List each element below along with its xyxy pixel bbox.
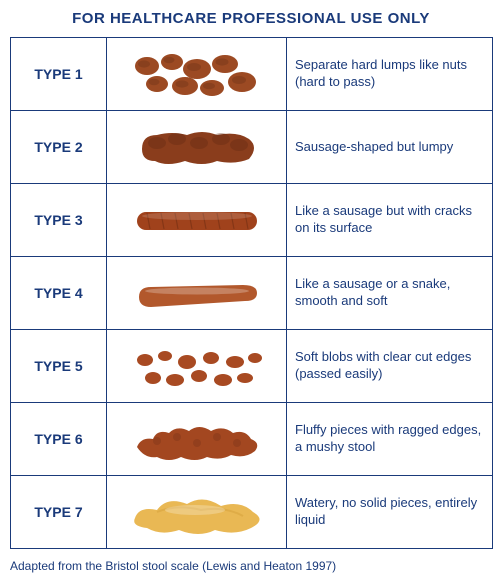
table-row: TYPE 2 Sausage-shaped but lumpy (11, 111, 493, 184)
illustration-mushy (117, 409, 277, 469)
description: Like a sausage but with cracks on its su… (287, 184, 493, 257)
type-label: TYPE 4 (11, 257, 107, 330)
illustration-cell (107, 330, 287, 403)
citation-footer: Adapted from the Bristol stool scale (Le… (10, 559, 492, 573)
illustration-cell (107, 403, 287, 476)
description: Sausage-shaped but lumpy (287, 111, 493, 184)
type-label: TYPE 3 (11, 184, 107, 257)
header-banner: FOR HEALTHCARE PROFESSIONAL USE ONLY (10, 10, 492, 27)
illustration-cracked-sausage (117, 190, 277, 250)
type-label: TYPE 5 (11, 330, 107, 403)
description: Fluffy pieces with ragged edges, a mushy… (287, 403, 493, 476)
bristol-stool-table: TYPE 1 Separate hard lumps like nuts (har… (10, 37, 493, 549)
table-row: TYPE 1 Separate hard lumps like nuts (har… (11, 38, 493, 111)
type-label: TYPE 6 (11, 403, 107, 476)
table-row: TYPE 4 Like a sausage or a snake, smooth … (11, 257, 493, 330)
type-label: TYPE 7 (11, 476, 107, 549)
table-row: TYPE 5 Soft blobs with clear cut edges (p… (11, 330, 493, 403)
illustration-lumps (117, 44, 277, 104)
illustration-smooth-sausage (117, 263, 277, 323)
table-row: TYPE 3 Like a sausage but with cracks on … (11, 184, 493, 257)
illustration-liquid (117, 482, 277, 542)
description: Separate hard lumps like nuts (hard to p… (287, 38, 493, 111)
illustration-lumpy-sausage (117, 117, 277, 177)
illustration-cell (107, 184, 287, 257)
description: Soft blobs with clear cut edges (passed … (287, 330, 493, 403)
description: Watery, no solid pieces, entirely liquid (287, 476, 493, 549)
type-label: TYPE 1 (11, 38, 107, 111)
illustration-cell (107, 111, 287, 184)
illustration-soft-blobs (117, 336, 277, 396)
type-label: TYPE 2 (11, 111, 107, 184)
description: Like a sausage or a snake, smooth and so… (287, 257, 493, 330)
illustration-cell (107, 38, 287, 111)
illustration-cell (107, 257, 287, 330)
table-row: TYPE 7 Watery, no solid pieces, entirely … (11, 476, 493, 549)
table-row: TYPE 6 Fluffy pieces with ragged edges, a… (11, 403, 493, 476)
illustration-cell (107, 476, 287, 549)
